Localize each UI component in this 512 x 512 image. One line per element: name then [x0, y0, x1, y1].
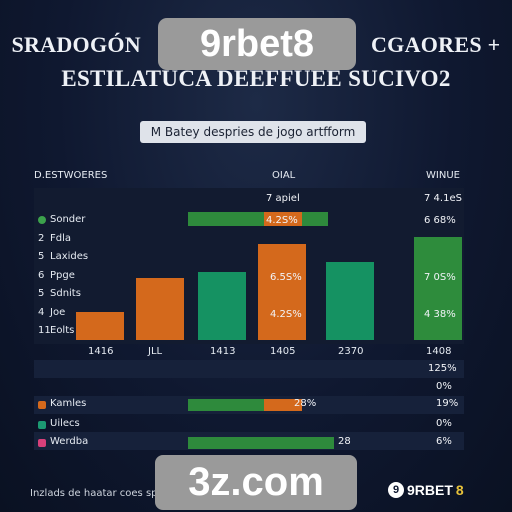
legend-right-value: 19% — [436, 398, 459, 409]
legend-value: 28 — [338, 436, 351, 447]
extra-row-2-value: 0% — [436, 381, 452, 392]
bar-value-label: 4.2S% — [270, 309, 302, 320]
bar-value-label: 6.5S% — [270, 272, 302, 283]
column-header-total: OIAL — [272, 170, 296, 181]
legend-label: Kamles — [50, 398, 87, 409]
row-label: Laxides — [50, 251, 89, 262]
bar-5 — [414, 237, 462, 340]
x-tick-label: 1416 — [88, 346, 114, 357]
x-tick-label: 2370 — [338, 346, 364, 357]
column-header-winner: WINUE — [426, 170, 460, 181]
row-number: 5 — [38, 288, 45, 299]
logo-eight: 8 — [455, 482, 464, 498]
row-label: Sdnits — [50, 288, 81, 299]
chart-subtitle: M Batey despries de jogo artfform — [140, 121, 366, 143]
x-tick-label: JLL — [148, 346, 163, 357]
row-number: 11 — [38, 325, 51, 336]
top-strip-orange — [264, 212, 302, 226]
legend-right-value: 6% — [436, 436, 452, 447]
band-row-1 — [34, 360, 464, 378]
logo-circle-icon: 9 — [388, 482, 404, 498]
bar-2 — [198, 271, 246, 340]
column-header-players: D.ESTWOERES — [34, 170, 108, 181]
legend-label: Uilecs — [50, 418, 80, 429]
brand-watermark-bottom: 3z.com — [155, 455, 357, 510]
title-line-1: SRADOGÓN CGAORES + — [0, 32, 512, 58]
row-label: Sonder — [50, 214, 86, 225]
brand-logo: 9 9RBET 8 — [388, 482, 464, 498]
x-tick-label: 1405 — [270, 346, 296, 357]
title-line-2: ESTILATUCA DEEFFUEE SUCIVO2 — [61, 66, 451, 91]
bar-3 — [258, 243, 306, 340]
title-line-1-right: CGAORES + — [370, 32, 501, 57]
bar-4 — [326, 262, 374, 340]
row-1-mid-value: 7 apiel — [266, 193, 300, 204]
legend-right-value: 0% — [436, 418, 452, 429]
x-tick-label: 1408 — [426, 346, 452, 357]
legend-swatch-icon — [38, 401, 46, 409]
legend-swatch-icon — [38, 421, 46, 429]
row-label: Ppge — [50, 269, 75, 281]
row-label: Eolts — [50, 325, 75, 336]
row-label: Joe — [50, 306, 66, 318]
row-1-right-value: 7 4.1eS — [424, 193, 462, 204]
row-number: 2 — [38, 232, 45, 244]
bar-value-label: 4.2S% — [266, 215, 298, 226]
row-label: Fdla — [50, 232, 72, 244]
row-number: 5 — [38, 251, 45, 262]
row-number: 4 — [38, 306, 45, 318]
legend-value: 28% — [294, 398, 317, 409]
x-tick-label: 1413 — [210, 346, 236, 357]
bar-value-label: 4 38% — [424, 309, 456, 320]
legend-bar-orange — [263, 399, 302, 411]
bar-0 — [76, 312, 124, 340]
legend-label: Werdba — [50, 436, 89, 447]
bar-1 — [136, 277, 184, 340]
bar-value-label: 7 0S% — [424, 272, 456, 283]
brand-watermark-top: 9rbet8 — [158, 18, 356, 70]
extra-row-1-value: 125% — [428, 363, 457, 374]
bar-value-label: 6 68% — [424, 215, 456, 226]
legend-bar-green — [188, 399, 264, 411]
row-number: 6 — [38, 269, 45, 281]
title-line-1-left: SRADOGÓN — [11, 32, 141, 57]
logo-text: 9RBET — [407, 482, 453, 498]
legend-swatch-icon — [38, 439, 46, 447]
footer-note: Inzlads de haatar coes sp — [30, 488, 158, 499]
legend-bar-green — [188, 437, 334, 449]
row-marker-icon — [38, 216, 46, 224]
